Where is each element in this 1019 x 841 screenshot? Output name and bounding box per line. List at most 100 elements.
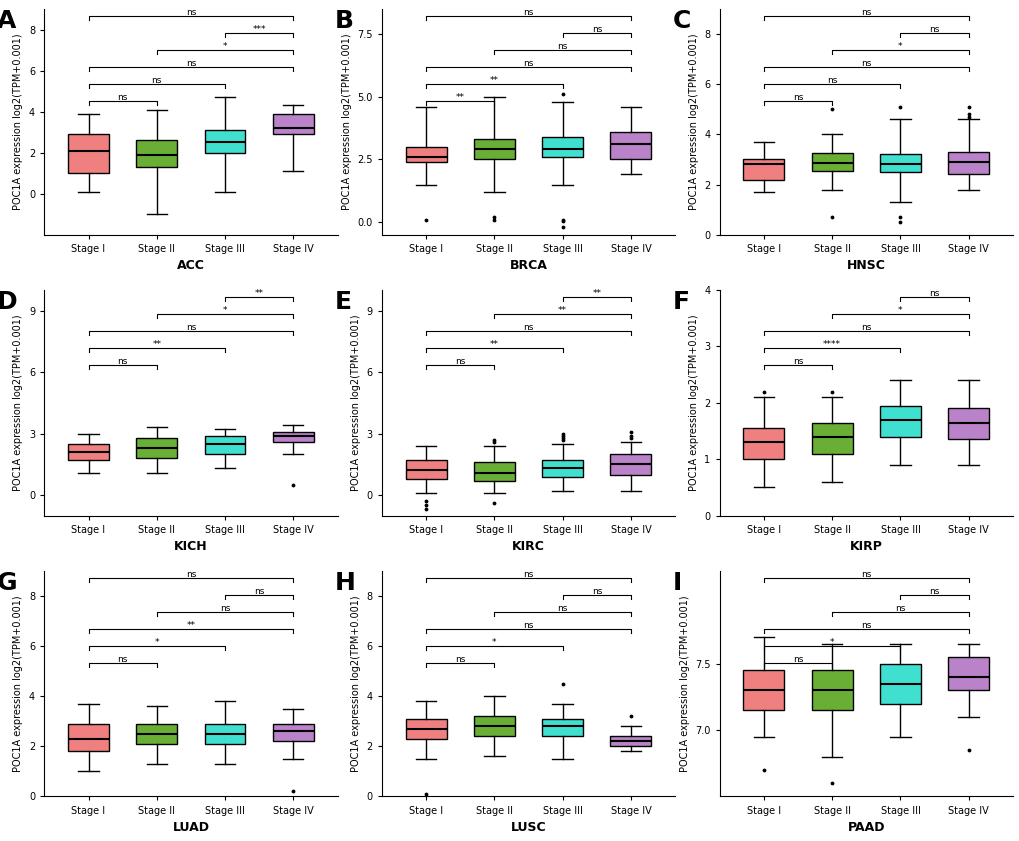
Y-axis label: POC1A expression log2(TPM+0.001): POC1A expression log2(TPM+0.001)	[13, 315, 23, 491]
PathPatch shape	[474, 463, 515, 481]
PathPatch shape	[272, 114, 314, 135]
Text: ns: ns	[185, 59, 196, 68]
Text: ns: ns	[523, 323, 533, 332]
Text: ns: ns	[117, 357, 127, 366]
X-axis label: KICH: KICH	[174, 540, 208, 553]
Y-axis label: POC1A expression log2(TPM+0.001): POC1A expression log2(TPM+0.001)	[13, 595, 23, 772]
Text: ns: ns	[792, 93, 803, 102]
Text: ns: ns	[185, 323, 196, 332]
Text: ns: ns	[826, 76, 837, 85]
PathPatch shape	[406, 719, 446, 739]
Text: **: **	[455, 93, 465, 102]
PathPatch shape	[879, 405, 920, 436]
PathPatch shape	[406, 460, 446, 479]
Text: ns: ns	[860, 323, 870, 332]
PathPatch shape	[811, 153, 852, 171]
Text: *: *	[222, 42, 227, 51]
Text: ns: ns	[860, 8, 870, 17]
Text: ns: ns	[185, 570, 196, 579]
PathPatch shape	[743, 428, 784, 459]
Text: ***: ***	[252, 25, 266, 34]
Text: ****: ****	[822, 340, 841, 349]
Text: *: *	[898, 42, 902, 51]
PathPatch shape	[948, 152, 988, 174]
PathPatch shape	[610, 454, 651, 474]
PathPatch shape	[610, 132, 651, 160]
PathPatch shape	[406, 147, 446, 162]
Text: D: D	[0, 290, 17, 314]
Text: **: **	[255, 289, 263, 298]
PathPatch shape	[272, 724, 314, 742]
PathPatch shape	[610, 737, 651, 746]
Text: ns: ns	[895, 604, 905, 613]
Y-axis label: POC1A expression log2(TPM+0.001): POC1A expression log2(TPM+0.001)	[341, 34, 352, 210]
Text: *: *	[154, 637, 159, 647]
X-axis label: KIRC: KIRC	[512, 540, 544, 553]
Text: ns: ns	[591, 587, 601, 596]
Text: C: C	[672, 9, 690, 33]
Text: G: G	[0, 571, 17, 595]
PathPatch shape	[474, 717, 515, 737]
Text: B: B	[334, 9, 354, 33]
X-axis label: LUAD: LUAD	[172, 821, 209, 834]
X-axis label: BRCA: BRCA	[510, 259, 547, 272]
PathPatch shape	[542, 460, 583, 477]
PathPatch shape	[542, 719, 583, 737]
Text: F: F	[672, 290, 689, 314]
Y-axis label: POC1A expression log2(TPM+0.001): POC1A expression log2(TPM+0.001)	[351, 315, 361, 491]
PathPatch shape	[474, 140, 515, 160]
Text: *: *	[492, 637, 496, 647]
Text: I: I	[672, 571, 682, 595]
Text: H: H	[334, 571, 356, 595]
Text: ns: ns	[523, 621, 533, 630]
PathPatch shape	[205, 724, 246, 744]
Text: ns: ns	[792, 357, 803, 366]
Text: **: **	[592, 289, 601, 298]
Text: ns: ns	[254, 587, 264, 596]
Text: *: *	[898, 306, 902, 315]
X-axis label: LUSC: LUSC	[511, 821, 546, 834]
Text: ns: ns	[792, 654, 803, 664]
Text: ns: ns	[860, 621, 870, 630]
PathPatch shape	[272, 431, 314, 442]
Text: ns: ns	[591, 25, 601, 34]
PathPatch shape	[743, 670, 784, 711]
PathPatch shape	[948, 657, 988, 690]
PathPatch shape	[137, 437, 177, 458]
Text: ns: ns	[860, 570, 870, 579]
Text: ns: ns	[523, 570, 533, 579]
PathPatch shape	[205, 130, 246, 152]
PathPatch shape	[879, 664, 920, 704]
Text: ns: ns	[152, 76, 162, 85]
X-axis label: KIRP: KIRP	[849, 540, 881, 553]
X-axis label: ACC: ACC	[176, 259, 205, 272]
Y-axis label: POC1A expression log2(TPM+0.001): POC1A expression log2(TPM+0.001)	[351, 595, 361, 772]
Text: ns: ns	[523, 59, 533, 68]
Text: E: E	[334, 290, 352, 314]
PathPatch shape	[137, 724, 177, 744]
Text: **: **	[489, 76, 498, 85]
PathPatch shape	[743, 160, 784, 179]
PathPatch shape	[68, 135, 109, 173]
PathPatch shape	[137, 140, 177, 167]
Text: A: A	[0, 9, 16, 33]
X-axis label: HNSC: HNSC	[846, 259, 884, 272]
Text: ns: ns	[928, 25, 938, 34]
Text: ns: ns	[557, 604, 568, 613]
Text: **: **	[152, 340, 161, 349]
Text: ns: ns	[928, 289, 938, 298]
PathPatch shape	[205, 436, 246, 454]
Text: ns: ns	[523, 8, 533, 17]
Y-axis label: POC1A expression log2(TPM+0.001): POC1A expression log2(TPM+0.001)	[688, 315, 698, 491]
Text: ns: ns	[454, 654, 465, 664]
PathPatch shape	[811, 422, 852, 453]
PathPatch shape	[811, 670, 852, 711]
PathPatch shape	[68, 444, 109, 460]
PathPatch shape	[68, 724, 109, 751]
Text: ns: ns	[860, 59, 870, 68]
Y-axis label: POC1A expression log2(TPM+0.001): POC1A expression log2(TPM+0.001)	[13, 34, 23, 210]
Text: **: **	[489, 340, 498, 349]
Text: ns: ns	[928, 587, 938, 596]
Text: **: **	[557, 306, 567, 315]
Text: **: **	[186, 621, 196, 630]
